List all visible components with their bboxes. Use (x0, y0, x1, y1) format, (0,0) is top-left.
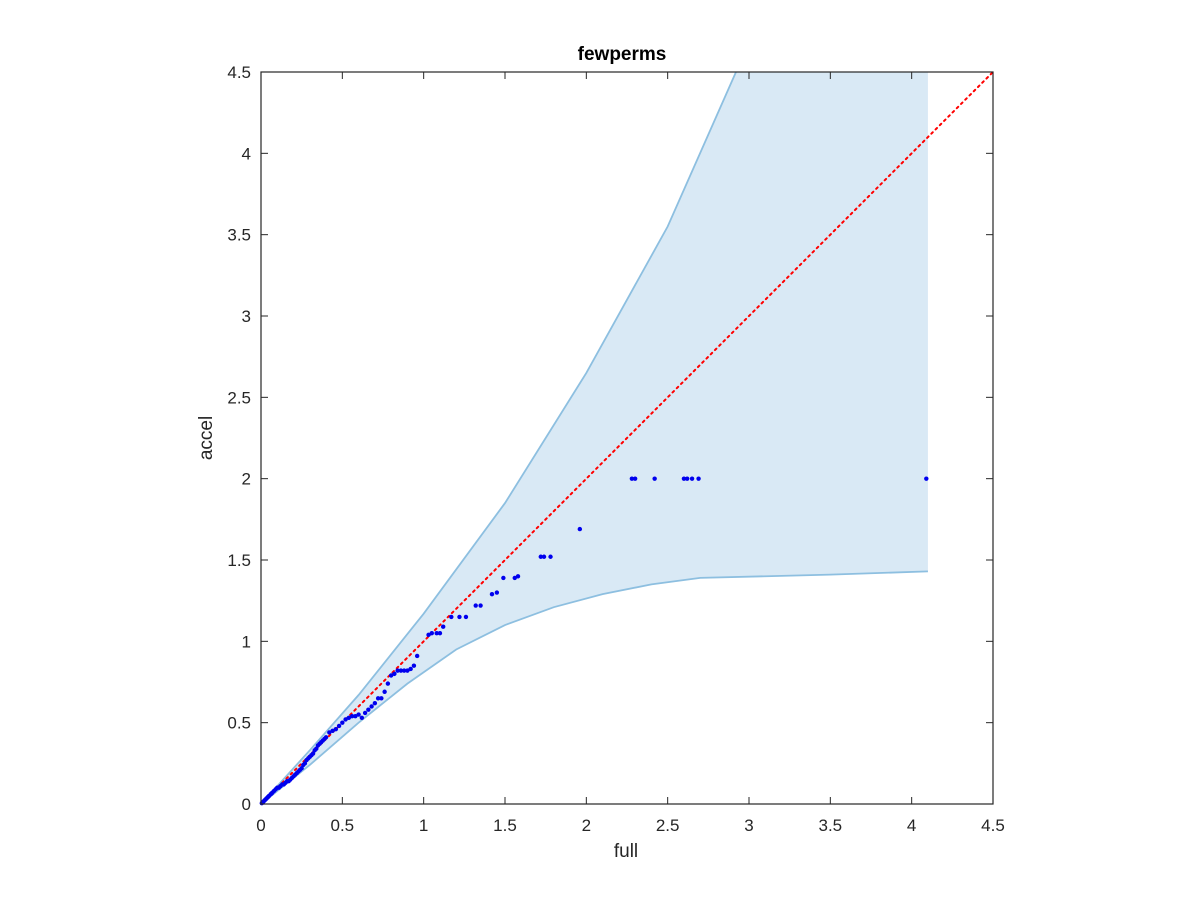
x-tick-label: 3 (744, 816, 753, 835)
x-tick-label: 1.5 (493, 816, 517, 835)
confidence-band (260, 71, 928, 805)
data-point (629, 476, 635, 481)
x-axis-label: full (614, 841, 638, 862)
data-point (314, 746, 319, 751)
data-point (356, 712, 361, 717)
data-point (408, 666, 413, 672)
data-point (310, 751, 316, 756)
x-tick-label: 4 (907, 816, 916, 835)
data-point (449, 614, 454, 620)
data-point (494, 590, 500, 595)
data-point (401, 668, 407, 673)
data-point (323, 735, 329, 740)
data-point (362, 710, 368, 716)
data-point (924, 476, 929, 481)
data-point (392, 671, 397, 677)
data-point (548, 554, 553, 559)
data-point (478, 603, 483, 608)
band-fill (261, 72, 928, 804)
y-tick-label: 1 (242, 632, 251, 651)
data-point (681, 476, 687, 481)
data-point (577, 526, 583, 532)
data-point (437, 631, 443, 636)
data-point (473, 603, 478, 608)
y-tick-label: 2 (242, 470, 251, 489)
data-point (501, 575, 506, 581)
data-point (375, 696, 381, 701)
axes (260, 71, 994, 805)
x-tick-label: 0.5 (331, 816, 355, 835)
data-point (440, 624, 446, 629)
data-point (632, 476, 638, 481)
data-point (652, 476, 657, 481)
data-point (340, 720, 345, 725)
data-point (369, 704, 374, 709)
y-tick-label: 3 (242, 307, 251, 326)
data-point (489, 591, 495, 597)
plot-frame (260, 71, 994, 805)
data-point (333, 726, 339, 732)
data-point (405, 668, 410, 673)
data-points (259, 476, 929, 806)
x-tick-label: 4.5 (981, 816, 1005, 835)
y-axis-label: accel (196, 416, 217, 460)
data-point (398, 668, 404, 673)
data-point (299, 766, 304, 771)
y-tick-label: 1.5 (227, 551, 251, 570)
data-point (434, 631, 439, 636)
data-point (327, 730, 332, 735)
ticks: 0 0.5 1 1.5 2 2.5 3 3.5 4 4.5 0 0.5 1 1.5 2 2.5 3 3.5 4 4.5 (227, 63, 1004, 835)
y-tick-label: 4.5 (227, 63, 251, 82)
data-point (385, 681, 391, 686)
band-upper-edge (260, 71, 737, 805)
data-point (382, 689, 387, 694)
data-point (689, 476, 695, 481)
y-tick-label: 3.5 (227, 226, 251, 245)
chart-title: fewperms (578, 44, 667, 65)
y-tick-label: 0 (242, 795, 251, 814)
x-tick-label: 2 (582, 816, 591, 835)
x-tick-label: 3.5 (819, 816, 843, 835)
data-point (512, 575, 517, 581)
data-point (541, 554, 547, 559)
band-lower-edge (260, 570, 928, 805)
data-point (696, 476, 701, 481)
data-point (538, 554, 543, 559)
data-point (395, 668, 400, 673)
data-point (463, 614, 469, 620)
data-point (330, 728, 335, 733)
data-point (684, 476, 690, 481)
y-tick-label: 0.5 (227, 714, 251, 733)
data-point (359, 715, 365, 720)
data-point (302, 761, 308, 766)
x-tick-label: 0 (256, 816, 265, 835)
data-point (426, 632, 431, 638)
data-point (515, 574, 521, 579)
data-point (388, 673, 394, 678)
x-tick-label: 1 (419, 816, 428, 835)
y-tick-label: 4 (242, 144, 251, 163)
reference-line (260, 71, 994, 805)
data-point (336, 723, 342, 729)
data-point (343, 717, 348, 722)
data-point (346, 715, 352, 720)
data-point (353, 713, 358, 719)
data-point (414, 653, 420, 659)
data-point (457, 614, 462, 620)
data-point (349, 713, 355, 719)
reference-diagonal (260, 71, 994, 805)
y-tick-label: 2.5 (227, 388, 251, 407)
data-point (366, 707, 371, 712)
data-point (379, 696, 384, 701)
data-point (411, 663, 417, 668)
x-tick-label: 2.5 (656, 816, 680, 835)
data-point (429, 631, 434, 636)
data-point (372, 700, 378, 706)
